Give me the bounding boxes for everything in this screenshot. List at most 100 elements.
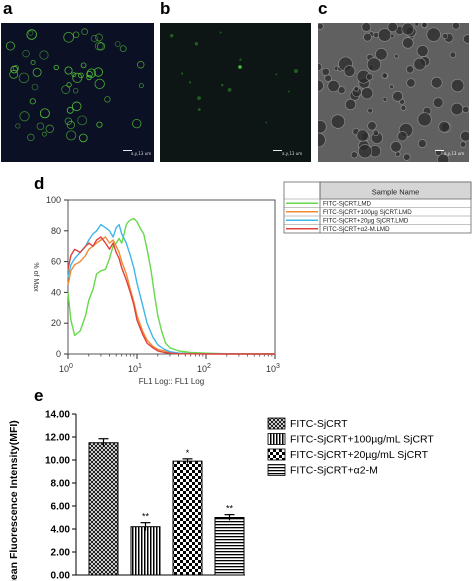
cell-ring <box>19 111 30 122</box>
cell-spot <box>265 121 268 124</box>
cell-body <box>330 114 346 129</box>
cell-body <box>363 32 372 42</box>
legend-swatch <box>267 417 286 430</box>
y-tick-label: 40 <box>51 287 61 297</box>
cell-body <box>365 73 374 81</box>
cell-ring <box>71 72 77 78</box>
significance-mark: * <box>186 448 190 458</box>
cell-body <box>387 23 398 33</box>
micrograph-b: a,y,13 um <box>160 23 311 162</box>
cell-ring <box>5 41 15 51</box>
cell-body <box>381 72 388 79</box>
bar <box>214 517 245 576</box>
cell-ring <box>94 41 104 51</box>
significance-mark: ** <box>142 512 150 522</box>
cell-body <box>366 57 382 72</box>
cell-ring <box>93 67 103 77</box>
cell-ring <box>15 123 21 129</box>
cell-ring <box>95 33 103 42</box>
cell-body <box>360 87 374 100</box>
cell-body <box>390 141 402 153</box>
cell-spot <box>188 81 192 84</box>
cell-ring <box>90 34 98 43</box>
cell-body <box>318 79 324 92</box>
cell-spot <box>194 42 199 46</box>
cell-ring <box>72 87 79 94</box>
scale-text-a: a,y,13 um <box>131 151 152 156</box>
cell-spot <box>227 87 232 92</box>
cell-ring <box>64 66 73 75</box>
histogram-line <box>67 236 275 355</box>
cell-body <box>324 74 332 83</box>
cell-ring <box>12 65 20 72</box>
cell-ring <box>10 65 19 74</box>
bar <box>130 526 161 576</box>
cell-body <box>450 102 464 116</box>
cell-ring <box>79 133 88 143</box>
cell-body <box>436 153 450 162</box>
cell-body <box>382 96 388 102</box>
cell-body <box>416 45 429 57</box>
cell-ring <box>45 124 54 134</box>
micrograph-a: a,y,13 um <box>1 23 154 162</box>
cell-spot <box>170 33 174 38</box>
cell-ring <box>138 83 144 89</box>
scale-bar-b <box>273 150 282 151</box>
cell-body <box>449 51 457 59</box>
cell-body <box>414 23 420 27</box>
cell-ring <box>96 121 103 128</box>
cell-ring <box>81 28 89 36</box>
y-tick-label: 14.00 <box>45 410 70 421</box>
cell-ring <box>41 131 47 137</box>
legend-entry: FITC-SjCRT+α2-M.LMD <box>323 226 390 233</box>
legend-entry: FITC-SjCRT+20µg/mL SjCRT <box>290 449 429 461</box>
cell-body <box>438 121 450 133</box>
cell-body <box>375 48 388 61</box>
cell-body <box>417 112 432 127</box>
cell-ring <box>78 72 84 79</box>
cell-body <box>392 90 404 102</box>
scale-text-c: a,y,13 um <box>444 151 465 156</box>
legend-entry: FITC-SjCRT.LMD <box>323 201 372 208</box>
cell-body <box>417 139 427 148</box>
cell-body <box>318 132 326 148</box>
cell-body <box>353 86 360 92</box>
cell-ring <box>104 96 111 103</box>
legend-entry: FITC-SjCRT+α2-M <box>290 465 378 477</box>
cell-ring <box>132 119 142 129</box>
bar <box>88 442 119 576</box>
cell-spot <box>197 108 201 111</box>
y-tick-label: 2.00 <box>51 548 71 559</box>
cell-ring <box>27 133 35 142</box>
cell-ring <box>119 45 127 53</box>
cell-body <box>357 144 373 159</box>
panel-e-label: e <box>34 386 44 405</box>
cell-body <box>367 107 373 114</box>
scale-text-b: a,y,13 um <box>282 151 303 156</box>
y-tick-label: 80 <box>51 226 61 236</box>
cell-body <box>318 62 323 71</box>
legend-entry: FITC-SjCRT+20µg SjCRT.LMD <box>323 218 409 225</box>
cell-ring <box>94 78 105 89</box>
fluorescent-cells-a <box>5 28 145 143</box>
cell-body <box>421 23 428 29</box>
cell-ring <box>36 122 45 131</box>
x-axis-title: FL1 Log:: FL1 Log <box>139 377 204 386</box>
cell-ring <box>66 130 77 141</box>
cell-body <box>430 76 443 89</box>
cell-spot <box>221 83 224 87</box>
y-tick-label: 20 <box>51 318 61 328</box>
cell-ring <box>86 74 92 81</box>
legend-entry: FITC-SjCRT <box>290 418 348 430</box>
cell-spot <box>287 90 290 93</box>
mfi-bar-chart: 0.00 2.00 4.00 6.00 8.00 10.00 12.00 14.00 Mean … <box>8 410 434 581</box>
cell-ring <box>22 49 30 58</box>
cell-ring <box>26 29 37 40</box>
y-tick-label: 12.00 <box>45 433 70 444</box>
cell-body <box>350 151 358 159</box>
legend-entry: FITC-SjCRT+100µg/mL SjCRT <box>290 434 434 446</box>
cell-body <box>318 120 327 134</box>
micrograph-c: a,y,13 um <box>318 23 469 162</box>
cell-ring <box>80 62 87 69</box>
cell-ring <box>114 41 121 47</box>
